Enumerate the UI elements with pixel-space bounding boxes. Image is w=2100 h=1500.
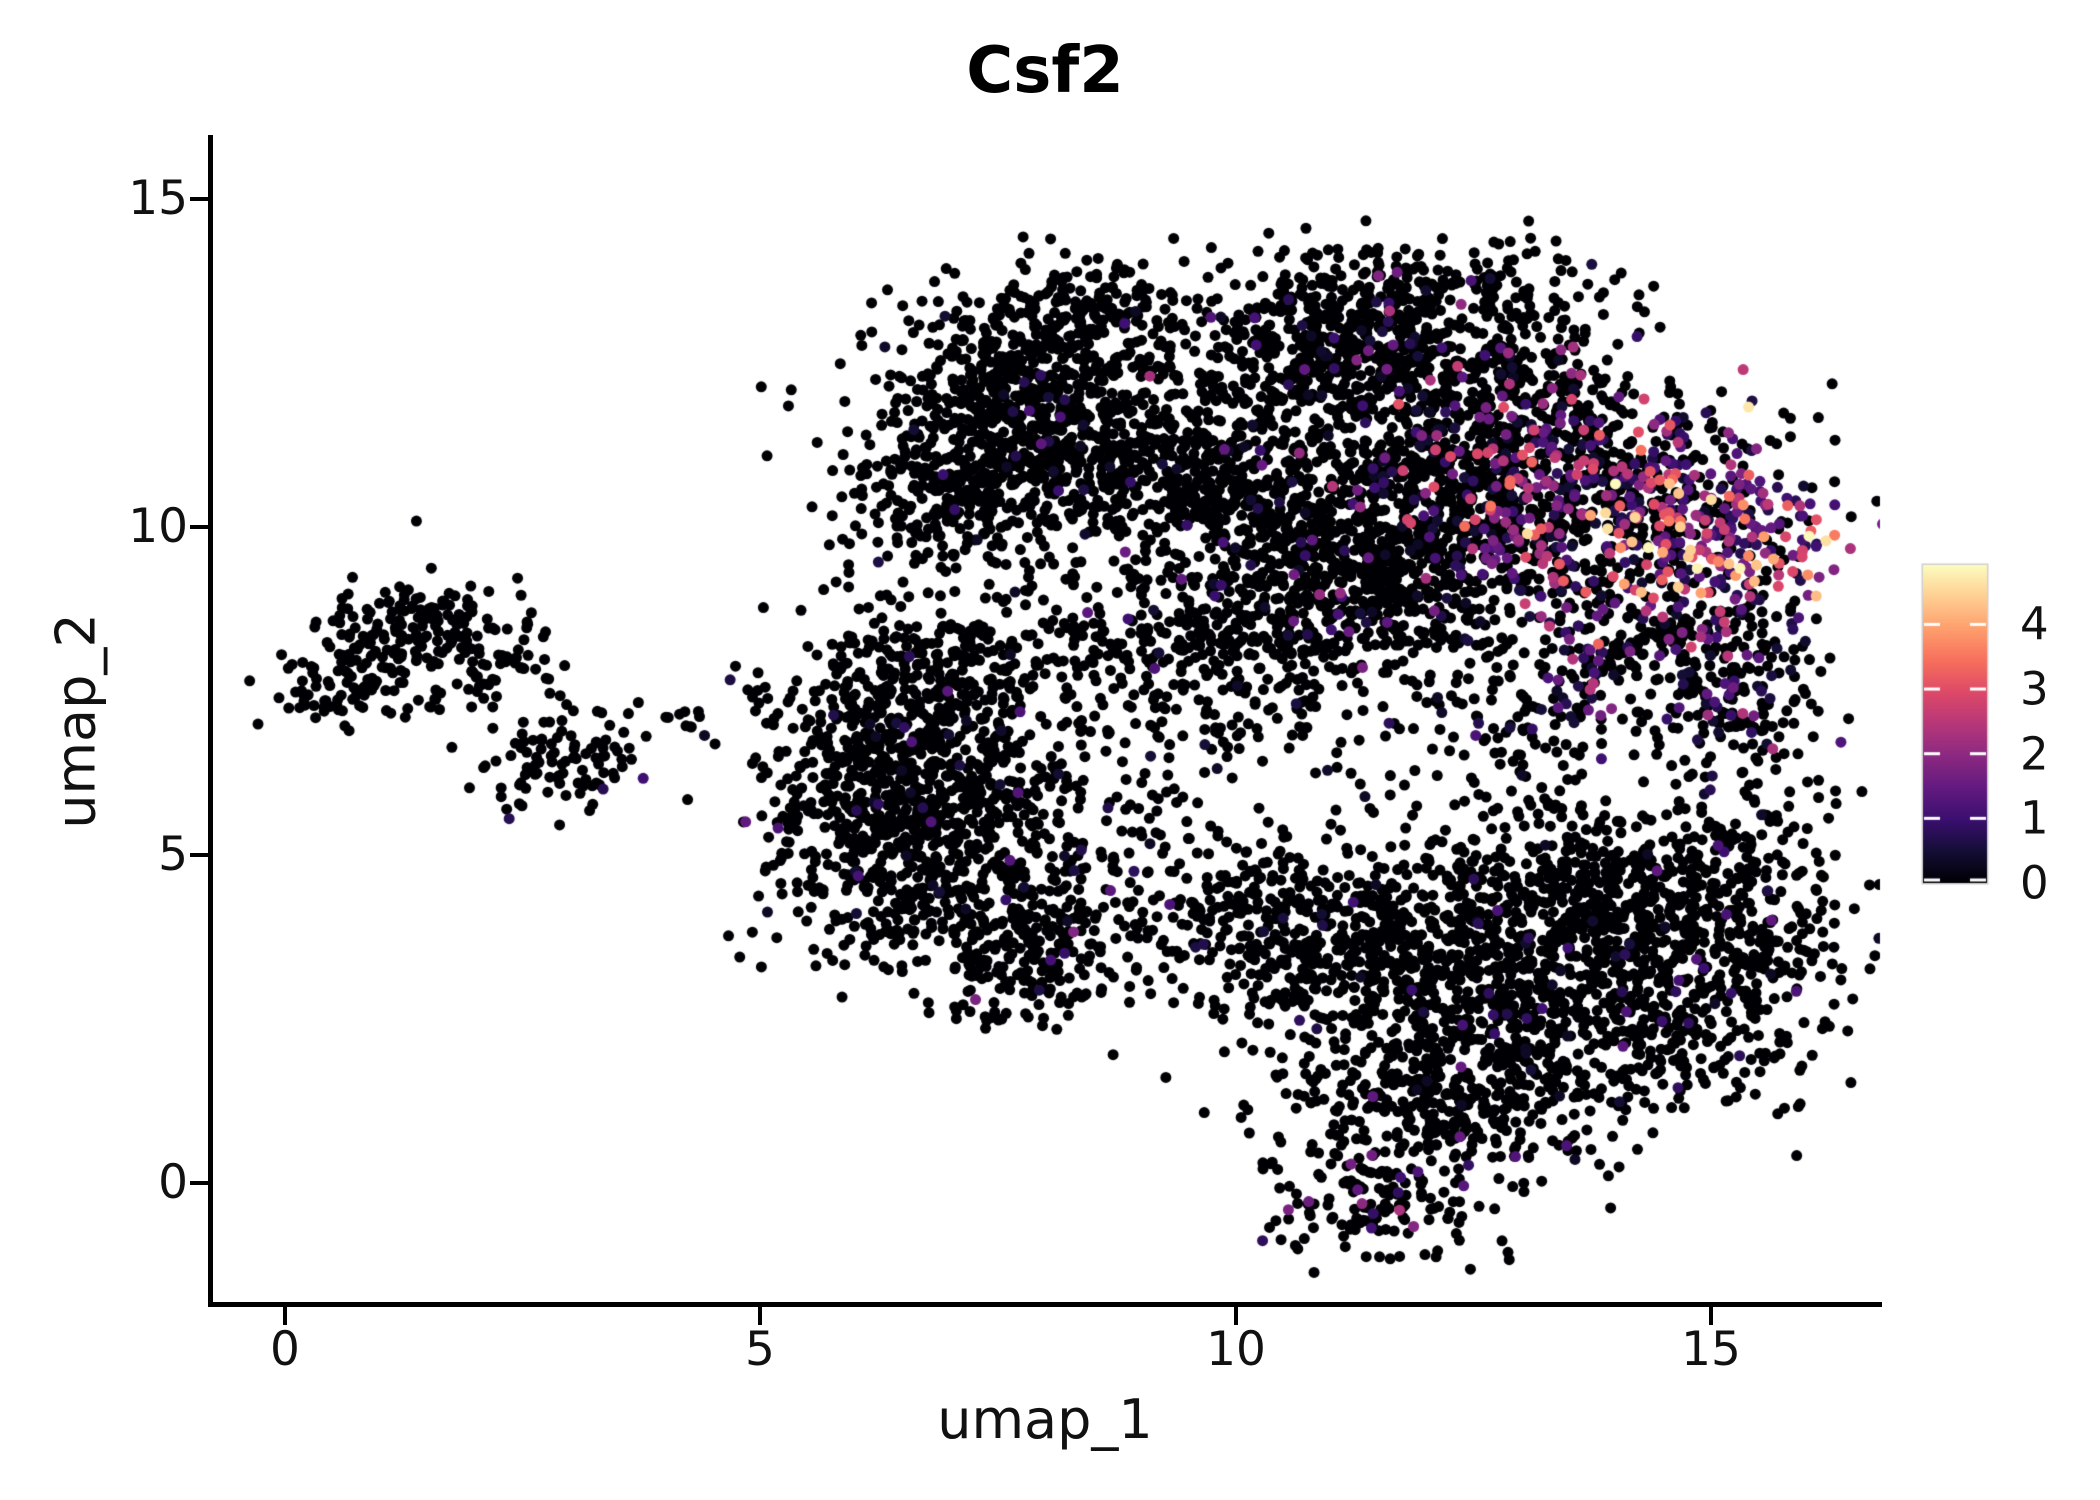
x-axis-line — [208, 1302, 1882, 1307]
y-tick-label-15: 15 — [128, 171, 188, 226]
colorbar-tick-label-3: 3 — [2020, 662, 2049, 716]
y-tick-label-0: 0 — [158, 1155, 188, 1210]
x-axis-title: umap_1 — [937, 1388, 1153, 1451]
x-tick-label-5: 5 — [745, 1322, 775, 1377]
y-tick-mark-10 — [190, 525, 208, 529]
colorbar-tick-label-4: 4 — [2020, 597, 2049, 651]
x-tick-mark-5 — [758, 1307, 762, 1325]
colorbar-tick-label-1: 1 — [2020, 791, 2049, 845]
y-tick-mark-0 — [190, 1181, 208, 1185]
x-tick-label-10: 10 — [1206, 1322, 1266, 1377]
x-tick-label-15: 15 — [1681, 1322, 1741, 1377]
colorbar-tick-label-0: 0 — [2020, 856, 2049, 910]
x-tick-label-0: 0 — [270, 1322, 300, 1377]
colorbar-tick-label-2: 2 — [2020, 727, 2049, 781]
x-tick-mark-0 — [283, 1307, 287, 1325]
plot-title: Csf2 — [966, 34, 1124, 108]
y-axis-line — [208, 135, 213, 1307]
x-tick-mark-10 — [1234, 1307, 1238, 1325]
y-tick-label-5: 5 — [158, 827, 188, 882]
y-tick-label-10: 10 — [128, 499, 188, 554]
y-tick-mark-15 — [190, 197, 208, 201]
y-tick-mark-5 — [190, 853, 208, 857]
x-tick-mark-15 — [1709, 1307, 1713, 1325]
y-axis-title: umap_2 — [44, 613, 108, 829]
